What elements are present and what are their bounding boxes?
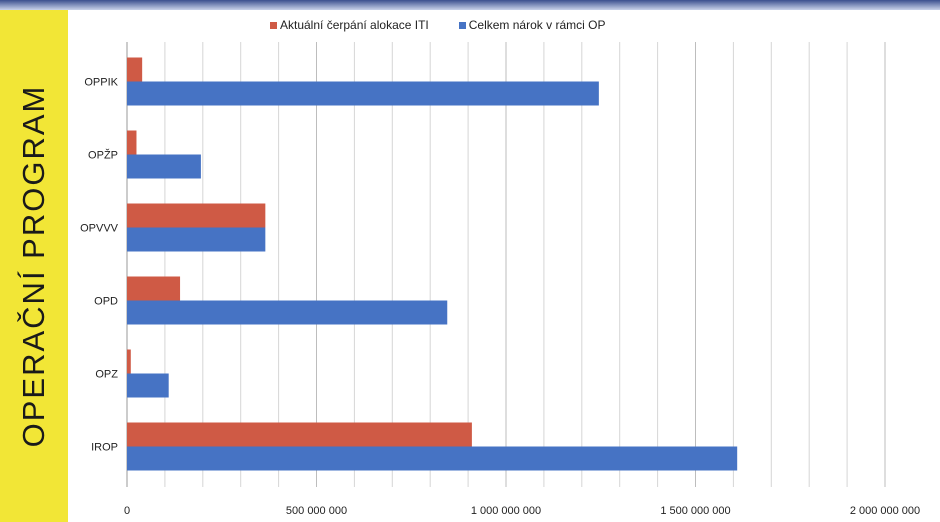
category-label: OPŽP [88, 149, 118, 162]
bar-iti [127, 130, 137, 155]
bar-op [127, 81, 599, 106]
x-tick-label: 2 000 000 000 [850, 505, 920, 517]
legend-swatch-iti [270, 21, 277, 29]
bar-op [127, 373, 169, 398]
legend-label-op: Celkem nárok v rámci OP [468, 18, 606, 32]
legend: Aktuální čerpání alokace ITI Celkem náro… [270, 16, 605, 34]
bar-iti [127, 203, 266, 228]
legend-label-iti: Aktuální čerpání alokace ITI [280, 18, 429, 32]
bar-op [127, 300, 448, 325]
legend-item-iti: Aktuální čerpání alokace ITI [270, 18, 429, 32]
category-label: OPZ [95, 369, 118, 381]
bar-iti [127, 349, 131, 374]
bar-iti [127, 57, 143, 82]
category-label: OPVVV [80, 223, 119, 235]
bar-op [127, 446, 738, 471]
x-tick-label: 500 000 000 [286, 505, 347, 517]
category-label: IROP [91, 442, 118, 454]
header-strip [0, 0, 940, 10]
bar-iti [127, 422, 472, 447]
bar-iti [127, 276, 181, 301]
x-tick-label: 1 500 000 000 [660, 505, 730, 517]
x-tick-label: 0 [124, 505, 130, 517]
category-label: OPPIK [84, 77, 118, 89]
legend-item-op: Celkem nárok v rámci OP [458, 18, 606, 32]
bar-op [127, 154, 201, 179]
legend-swatch-op [458, 21, 466, 29]
bar-op [127, 227, 266, 252]
category-label: OPD [94, 296, 118, 308]
side-band [0, 10, 68, 522]
x-tick-label: 1 000 000 000 [471, 505, 541, 517]
